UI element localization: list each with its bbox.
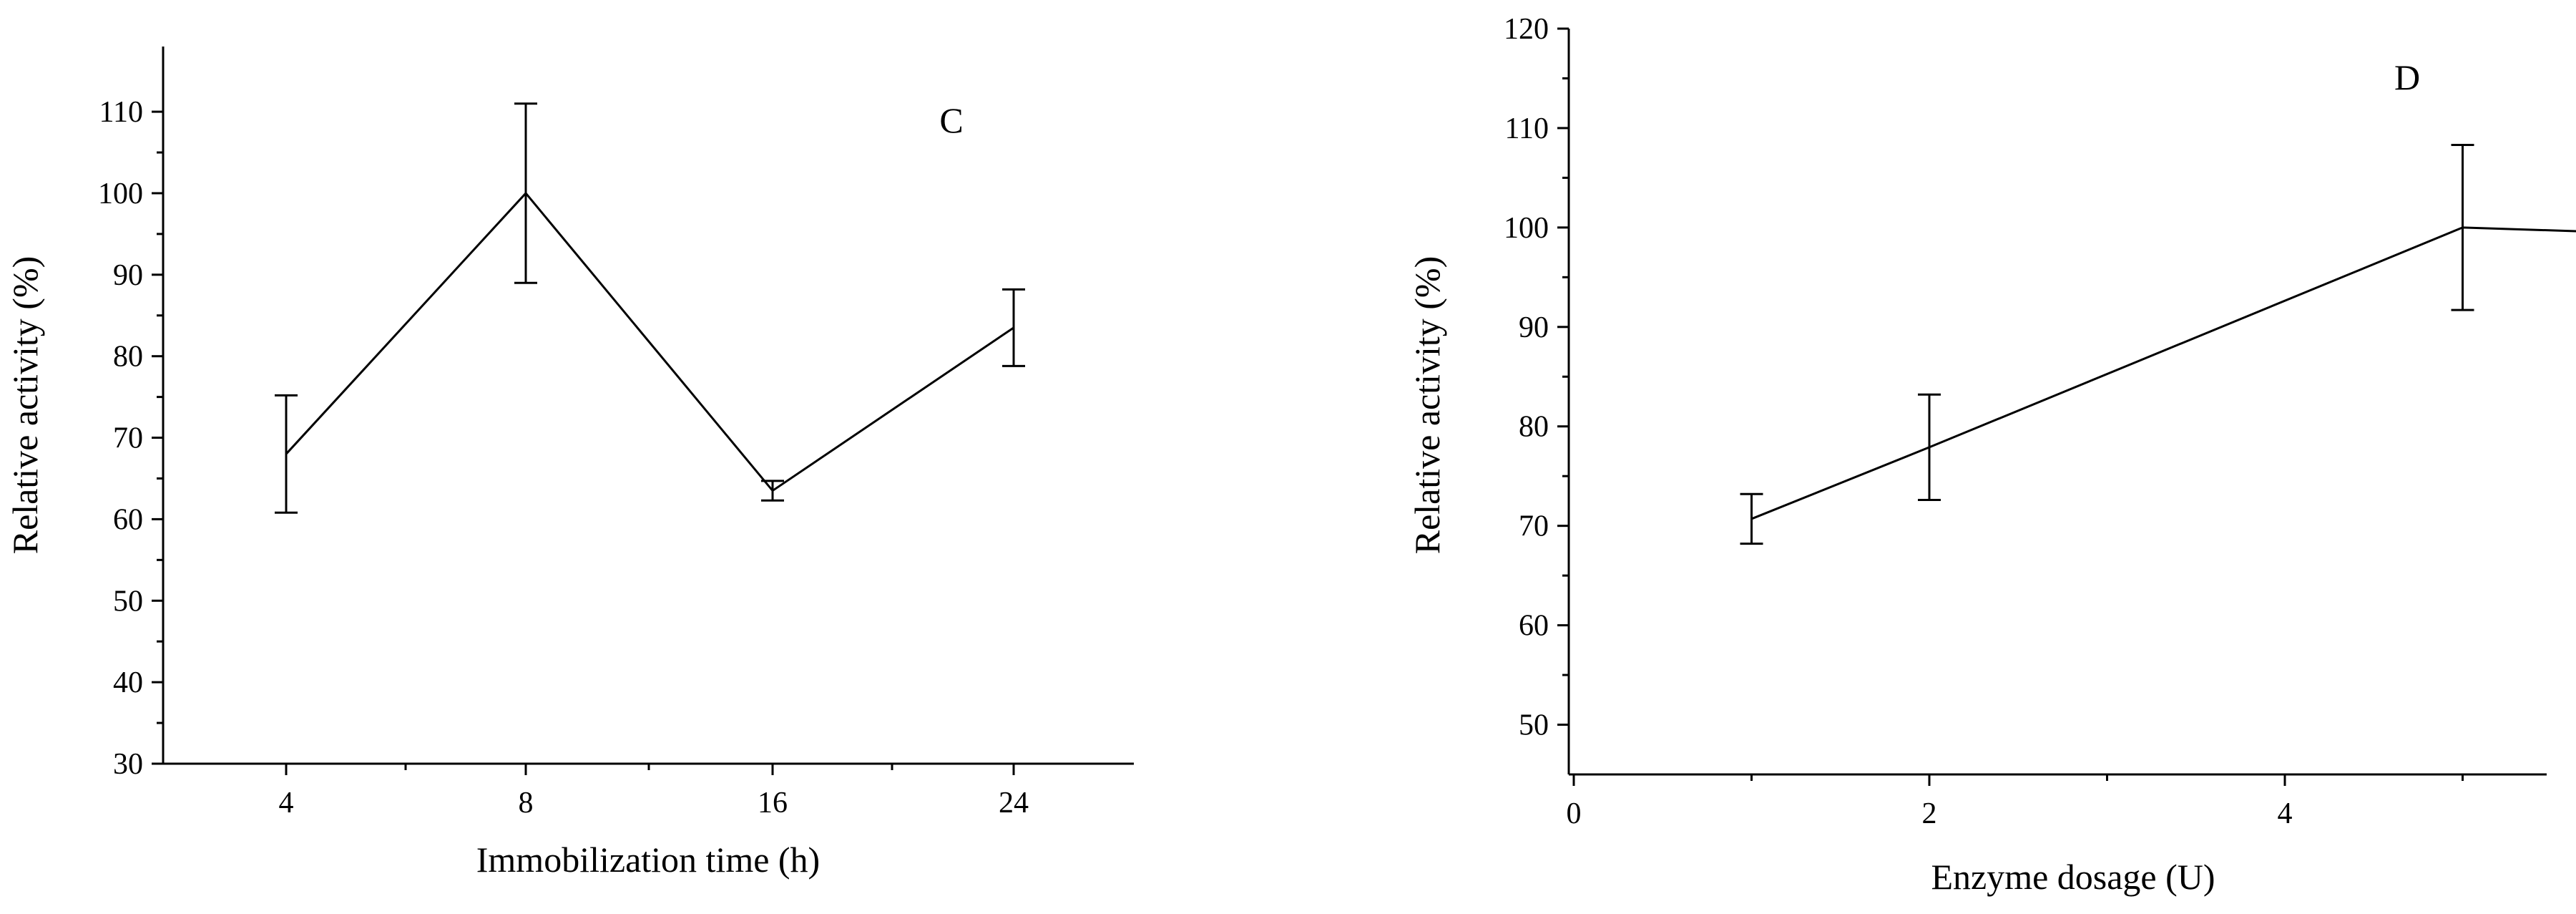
- y-tick-label: 110: [99, 96, 143, 129]
- y-tick-label: 70: [1519, 510, 1549, 543]
- y-tick-label: 90: [1519, 311, 1549, 344]
- series-line: [285, 191, 1014, 492]
- x-axis-title: Immobilization time (h): [476, 840, 820, 880]
- y-tick-label: 80: [113, 341, 143, 374]
- chart-panel-d: 50607080901001101200246810Enzyme dosage …: [1407, 13, 2576, 897]
- y-tick-label: 50: [113, 585, 143, 618]
- panel-label: D: [2394, 57, 2420, 97]
- y-axis-title: Relative activity (%): [1407, 256, 1447, 555]
- y-tick-label: 40: [113, 666, 143, 699]
- y-tick-label: 110: [1505, 112, 1549, 145]
- x-axis-title: Enzyme dosage (U): [1931, 857, 2215, 897]
- panel-label: C: [939, 100, 963, 140]
- y-tick-label: 50: [1519, 709, 1549, 742]
- y-tick-label: 80: [1519, 411, 1549, 444]
- y-tick-label: 60: [113, 503, 143, 536]
- x-tick-label: 4: [2278, 797, 2293, 830]
- x-tick-label: 16: [758, 787, 788, 820]
- x-tick-label: 0: [1567, 797, 1582, 830]
- y-tick-label: 60: [1519, 610, 1549, 643]
- series-line: [1750, 226, 2576, 520]
- x-tick-label: 4: [279, 787, 294, 820]
- y-axis-title: Relative activity (%): [5, 256, 45, 555]
- x-tick-label: 24: [999, 787, 1029, 820]
- y-tick-label: 100: [1504, 212, 1549, 245]
- y-tick-label: 30: [113, 748, 143, 781]
- y-tick-label: 120: [1504, 13, 1549, 46]
- x-tick-label: 8: [519, 787, 534, 820]
- y-tick-label: 90: [113, 259, 143, 292]
- y-tick-label: 100: [98, 178, 143, 210]
- x-tick-label: 2: [1922, 797, 1937, 830]
- chart-panel-c: 30 40 50 60 70 80 90 100 110 4 8 16 24 Immobilization…: [5, 47, 1134, 880]
- y-tick-label: 70: [113, 422, 143, 455]
